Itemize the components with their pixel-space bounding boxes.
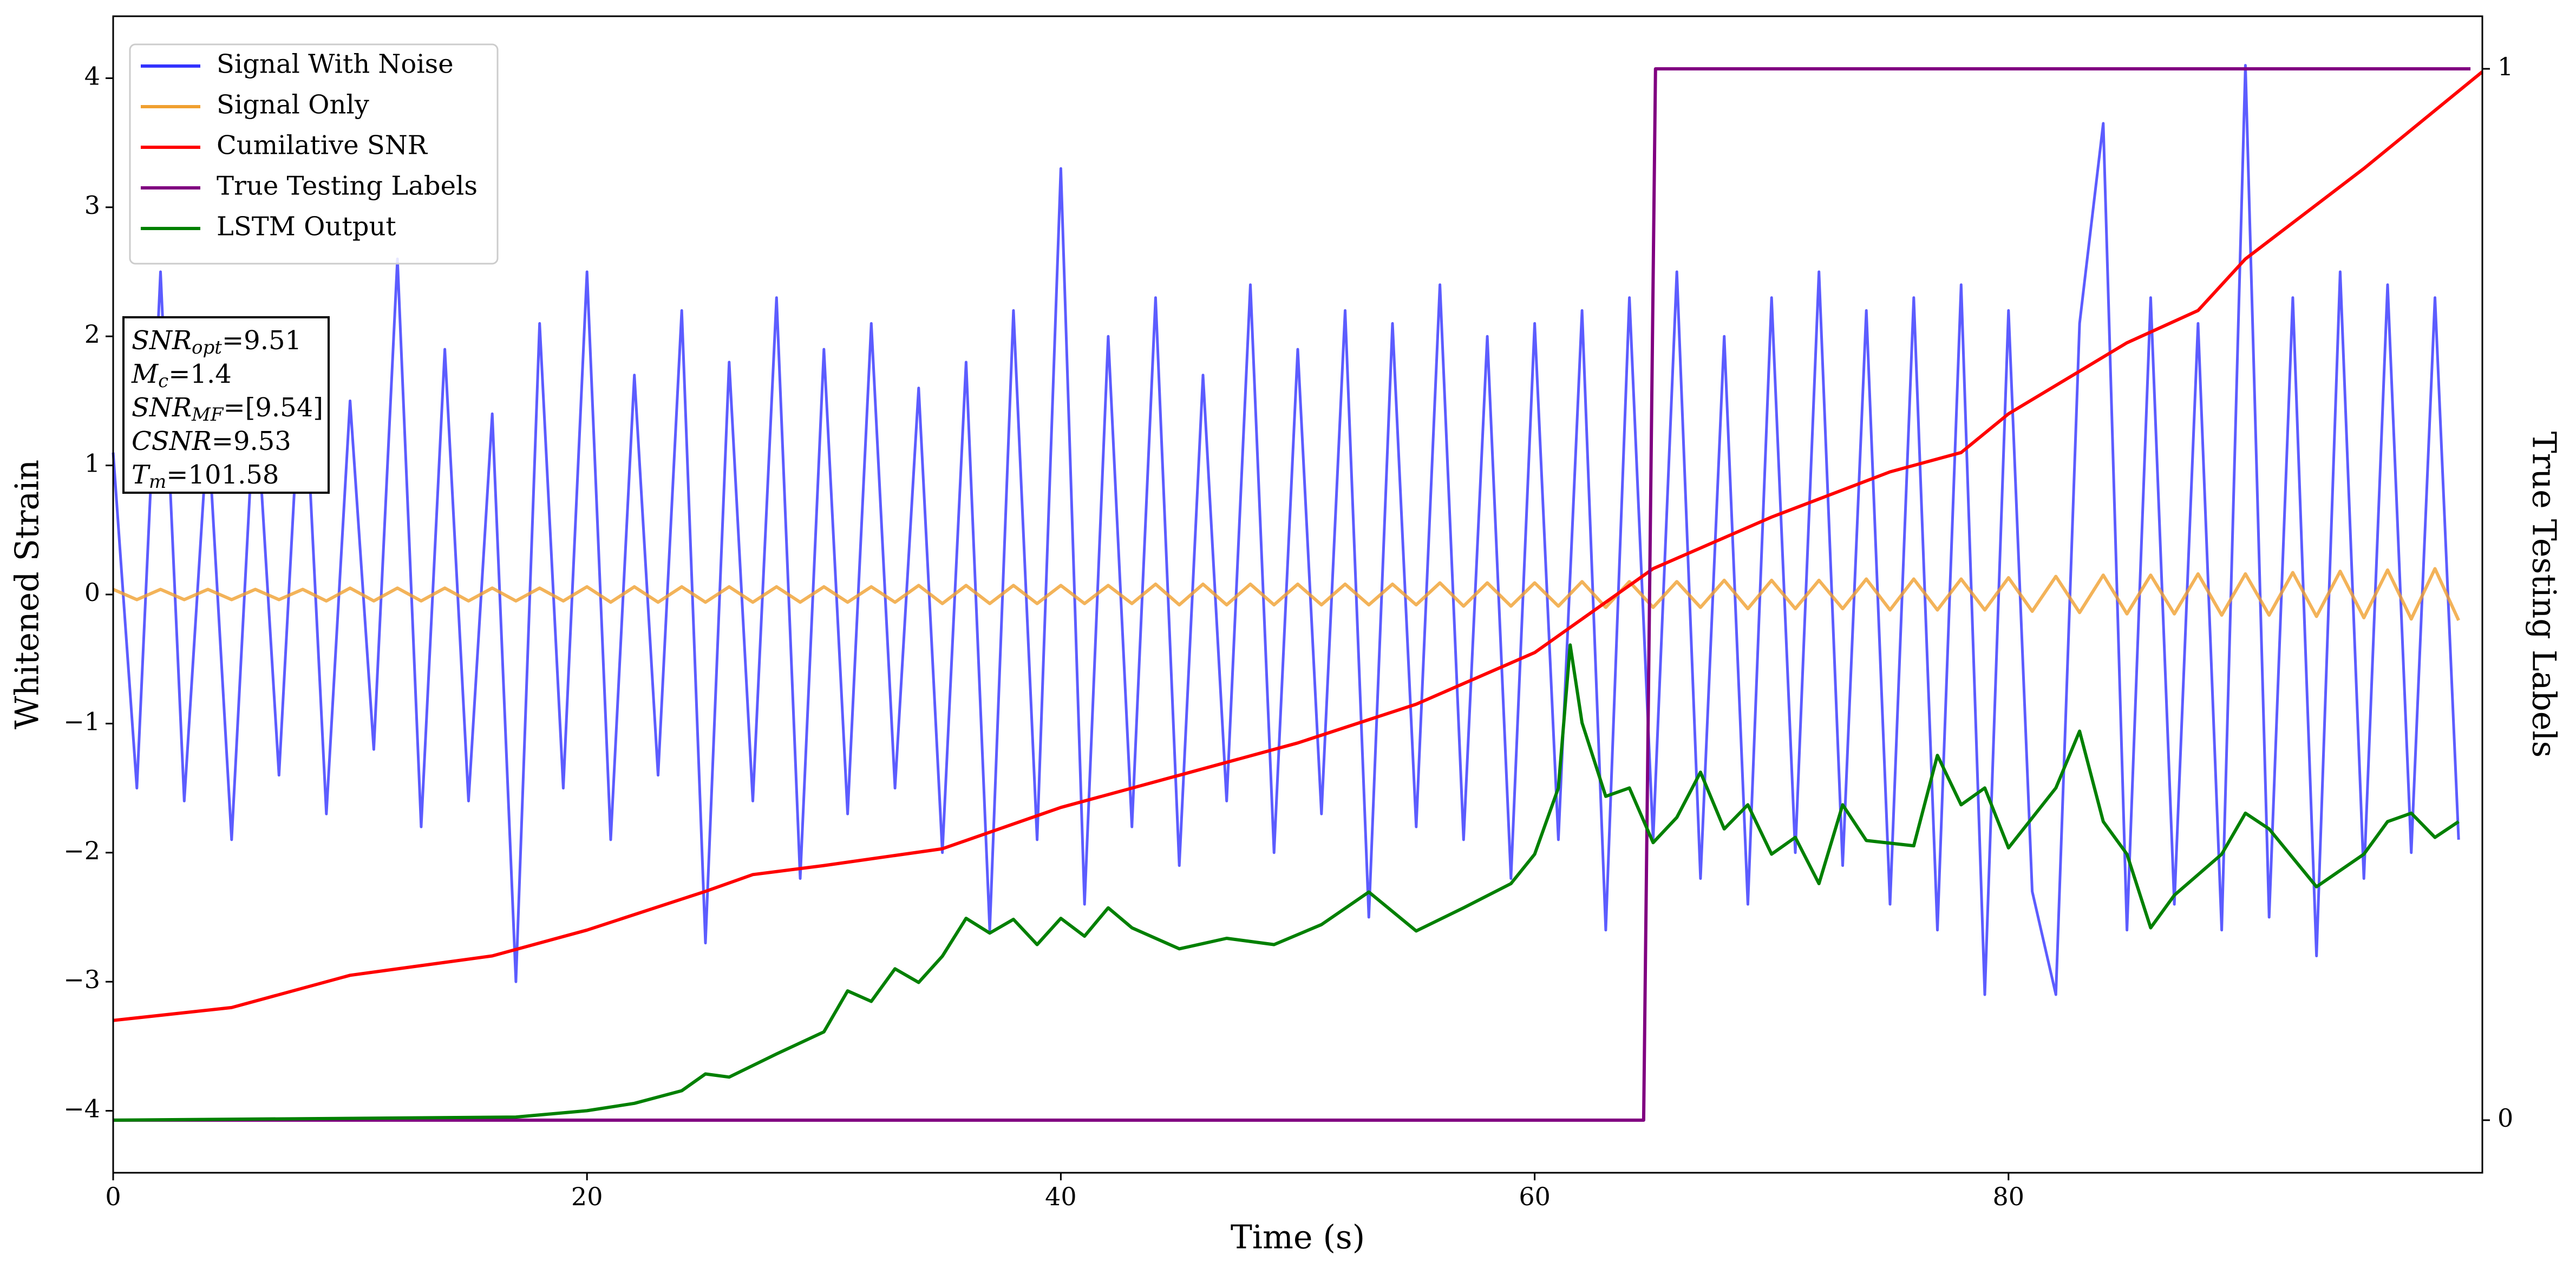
y-tick-label: −2 [63,836,100,865]
legend-box [129,43,499,265]
y-tick-label: −1 [63,707,100,736]
x-axis-label: Time (s) [1231,1219,1365,1257]
x-tick-label: 40 [1045,1182,1077,1211]
annotation-value: =1.4 [168,359,232,389]
y2-axis-label: True Testing Labels [2525,432,2562,758]
series-line [112,567,2460,621]
annotation-line: Mc=1.4 [131,359,232,393]
annotation-line: CSNR=9.53 [132,426,291,456]
annotation-value: =[9.54] [223,393,323,423]
x-tick-label: 20 [571,1182,603,1211]
y2-tick-label: 1 [2497,52,2513,81]
annotation-subscript: m [149,471,166,493]
x-tick-label: 60 [1519,1182,1551,1211]
annotation-symbol: SNR [132,393,192,423]
annotation: SNRopt=9.51Mc=1.4SNRMF=[9.54]CSNR=9.53Tm… [122,316,330,494]
plot-area [112,64,2483,1122]
annotation-line: SNRMF=[9.54] [132,393,323,426]
annotation-subscript: c [158,370,168,392]
y-tick-label: 3 [84,191,100,220]
series-line [113,70,2483,1022]
series-line [113,643,2460,1122]
x-tick-label: 0 [105,1182,121,1211]
y-axis-label: Whitened Strain [9,460,47,729]
y-tick-label: 1 [84,449,100,478]
y2-tick-label: 0 [2497,1103,2513,1133]
y-tick-label: 0 [84,578,100,607]
annotation-box [122,316,330,494]
annotation-subscript: MF [191,404,224,426]
y-tick-label: −4 [63,1094,100,1123]
legend-label: LSTM Output [217,212,396,242]
series-line [112,64,2460,996]
annotation-symbol: SNR [132,325,192,356]
annotation-value: =9.53 [212,426,291,456]
legend-label: Signal With Noise [217,49,454,80]
annotation-line: Tm=101.58 [132,460,279,493]
y-tick-label: 2 [84,319,100,349]
annotation-line: SNRopt=9.51 [132,325,302,359]
y-tick-label: 4 [84,61,100,90]
y-tick-label: −3 [63,965,100,994]
annotation-symbol: CSNR [132,426,212,456]
series-line [113,67,2471,1122]
legend-label: Signal Only [217,90,369,120]
annotation-symbol: T [132,460,151,490]
legend: Signal With Noise Signal Only Cumilative S… [129,43,499,265]
annotation-subscript: opt [192,337,222,358]
x-tick-label: 80 [1993,1182,2025,1211]
annotation-symbol: M [131,359,159,389]
legend-label: True Testing Labels [217,171,478,201]
legend-label: Cumilative SNR [217,130,428,161]
annotation-value: =9.51 [222,325,302,356]
annotation-value: =101.58 [166,460,279,490]
